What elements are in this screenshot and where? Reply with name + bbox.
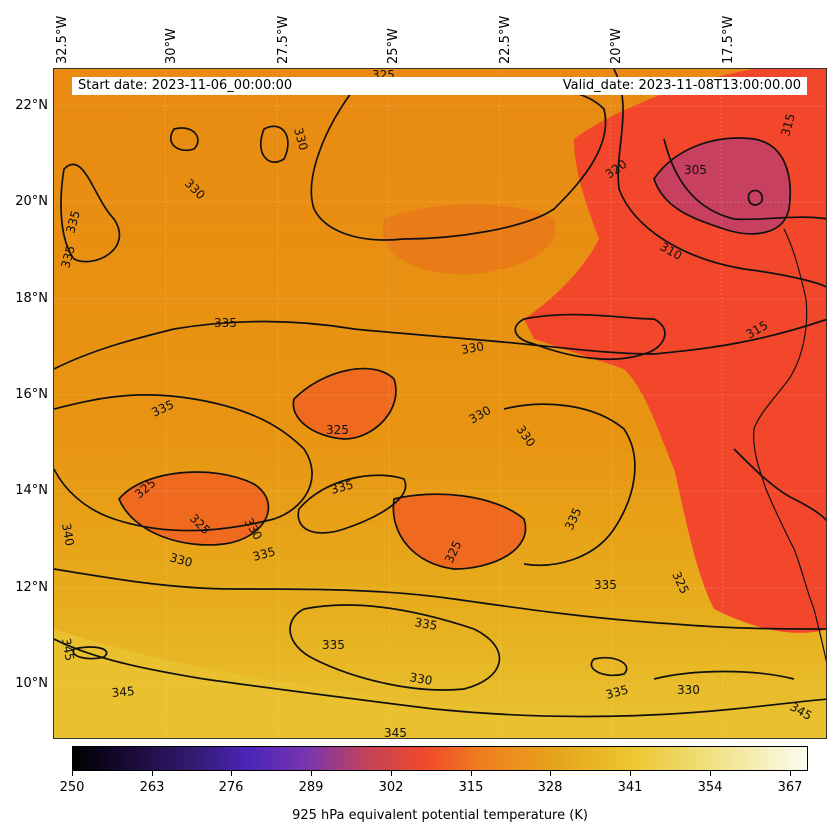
colorbar-tick (710, 771, 711, 776)
colorbar-tick (391, 771, 392, 776)
map-panel[interactable]: 325 330 330 335 335 335 320 305 310 315 … (53, 68, 827, 739)
lon-label-22-5w: 22.5°W (498, 15, 513, 64)
contour-label: 330 (677, 683, 700, 697)
contour-label: 335 (604, 682, 630, 701)
lon-label-17-5w: 17.5°W (721, 15, 736, 64)
colorbar-tick (311, 771, 312, 776)
contour-label: 335 (63, 209, 82, 235)
colorbar-tick-label: 276 (218, 780, 244, 795)
colorbar-tick (790, 771, 791, 776)
contour-label: 315 (778, 112, 797, 138)
contour-label: 340 (59, 522, 77, 547)
contour-label: 345 (111, 684, 135, 700)
colorbar-tick-label: 289 (298, 780, 324, 795)
lat-label-18n: 18°N (15, 291, 48, 306)
lat-label-20n: 20°N (15, 194, 48, 209)
colorbar-tick-label: 315 (458, 780, 484, 795)
theta-e-field: 325 330 330 335 335 335 320 305 310 315 … (54, 69, 826, 739)
colorbar-tick-label: 250 (59, 780, 85, 795)
colorbar (72, 746, 808, 771)
colorbar-tick-label: 341 (617, 780, 643, 795)
colorbar-tick (152, 771, 153, 776)
contour-label: 335 (322, 638, 345, 652)
date-info-bar: Start date: 2023-11-06_00:00:00 Valid_da… (72, 77, 807, 95)
coastline (753, 228, 826, 663)
contour-label: 345 (384, 726, 407, 739)
colorbar-tick-label: 354 (697, 780, 723, 795)
contour-label: 335 (329, 477, 355, 496)
cold-core (654, 138, 791, 234)
contours (54, 69, 826, 718)
contour-label: 335 (251, 544, 277, 563)
contour-label: 335 (214, 316, 237, 330)
colorbar-title: 925 hPa equivalent potential temperature… (292, 808, 588, 823)
colorbar-tick-label: 328 (537, 780, 563, 795)
lon-label-30w: 30°W (164, 28, 179, 64)
lon-label-32-5w: 32.5°W (55, 15, 70, 64)
patch-center (293, 368, 396, 439)
start-date-text: Start date: 2023-11-06_00:00:00 (78, 78, 293, 93)
colorbar-tick-label: 302 (378, 780, 404, 795)
patch-south-center (393, 494, 526, 569)
yellow-band-south (54, 629, 826, 738)
contour-label: 345 (59, 637, 77, 662)
contour-label: 330 (460, 339, 485, 357)
colorbar-tick (231, 771, 232, 776)
lat-label-14n: 14°N (15, 483, 48, 498)
valid-date-text: Valid_date: 2023-11-08T13:00:00.00 (562, 78, 801, 93)
contour-label: 325 (326, 423, 349, 437)
contour-label: 330 (408, 670, 433, 688)
colorbar-tick (72, 771, 73, 776)
graticule (54, 69, 826, 738)
lon-label-27-5w: 27.5°W (276, 15, 291, 64)
lat-label-22n: 22°N (15, 98, 48, 113)
colorbar-tick-label: 263 (139, 780, 165, 795)
lon-label-25w: 25°W (386, 28, 401, 64)
patch-upper-center (382, 204, 556, 275)
lon-label-20w: 20°W (609, 28, 624, 64)
contour-label: 335 (58, 244, 77, 270)
lat-label-10n: 10°N (15, 676, 48, 691)
colorbar-tick-label: 367 (777, 780, 803, 795)
contour-label: 330 (291, 126, 310, 152)
contour-label: 330 (168, 550, 194, 569)
lat-label-16n: 16°N (15, 387, 48, 402)
contour-label: 335 (413, 615, 438, 633)
lat-label-12n: 12°N (15, 580, 48, 595)
colorbar-tick (471, 771, 472, 776)
contour-label: 305 (684, 163, 707, 177)
colorbar-tick (550, 771, 551, 776)
contour-label: 335 (594, 578, 617, 592)
colorbar-tick (630, 771, 631, 776)
